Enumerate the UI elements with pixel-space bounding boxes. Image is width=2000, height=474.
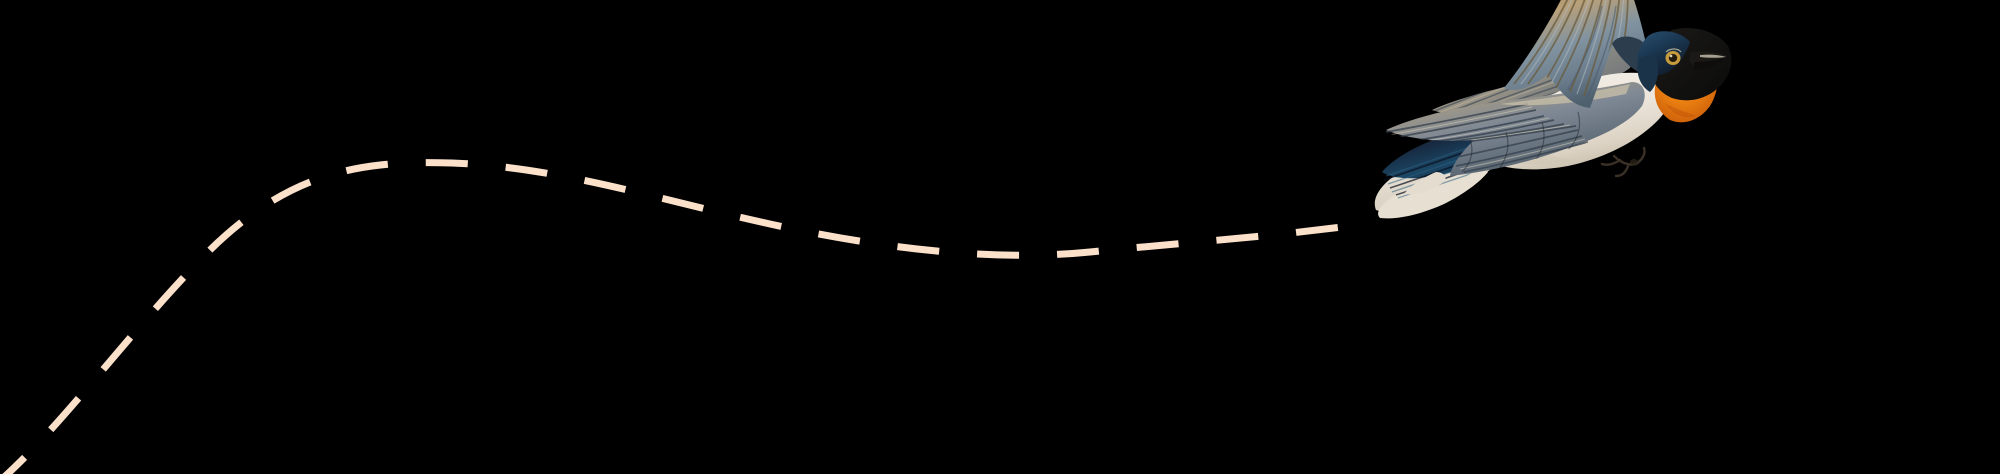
bird-head [1637,27,1732,101]
beak [1689,51,1728,70]
nape [1637,55,1658,92]
eye [1665,48,1682,65]
tail-white-feather-lower [1378,167,1488,219]
tail-white-tip-b [1404,172,1446,195]
lower-wing-leading-edge [1500,84,1630,106]
dashed-flight-path [2,159,1365,474]
throat-shadow [1666,104,1696,118]
bird-foot-shadow [1630,159,1638,165]
beak-highlight [1700,54,1726,58]
